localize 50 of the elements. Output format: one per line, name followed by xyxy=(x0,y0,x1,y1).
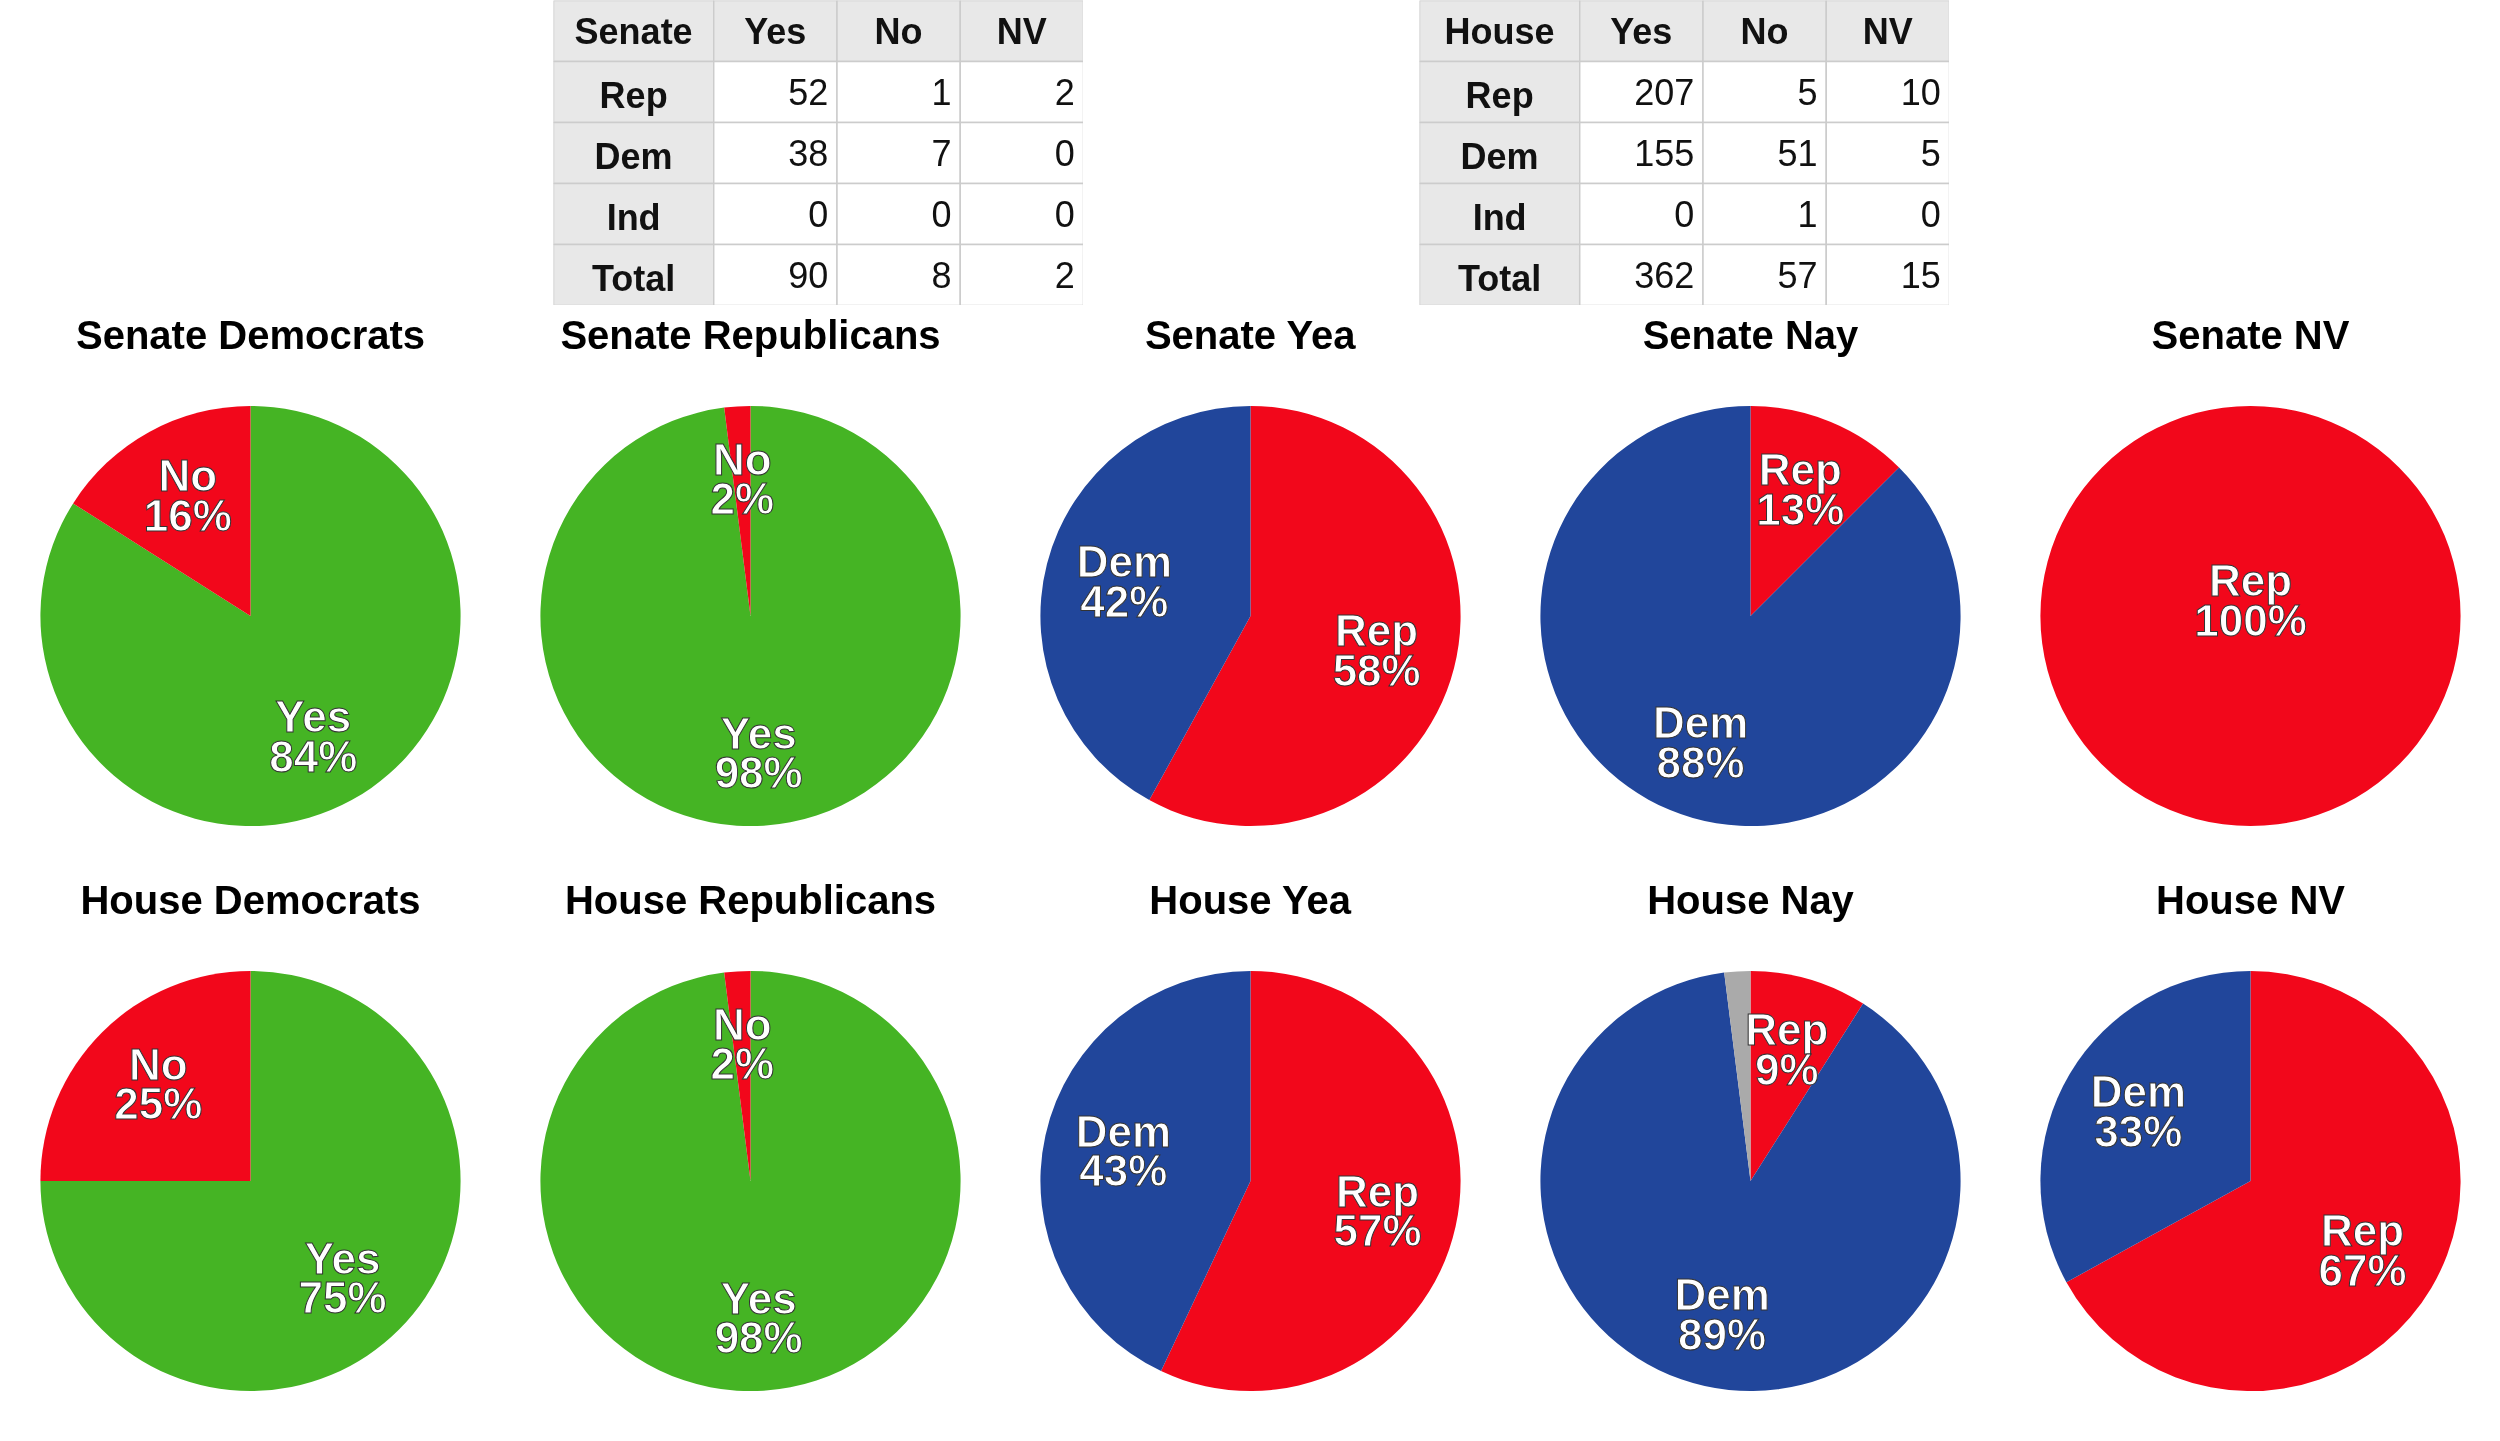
category-label: Rep xyxy=(1465,74,1534,116)
category-label: No xyxy=(1740,10,1789,52)
category-label: Total xyxy=(1457,257,1542,299)
chart-title: Senate Democrats xyxy=(75,312,426,357)
text: 51 xyxy=(1777,133,1818,174)
text: 2 xyxy=(1054,72,1075,113)
text: 52 xyxy=(788,72,829,113)
category-label: Ind xyxy=(1472,196,1527,238)
category-label: Rep xyxy=(599,74,668,116)
category-label: NV xyxy=(1862,10,1913,52)
category-label: Total xyxy=(591,257,676,299)
category-label: NV xyxy=(996,10,1047,52)
text: 57 xyxy=(1777,255,1818,296)
chart-title: Senate Republicans xyxy=(560,312,941,357)
text: Senate xyxy=(574,10,693,52)
chart-title: House NV xyxy=(2156,877,2346,922)
text: 0 xyxy=(1674,194,1695,235)
text: 362 xyxy=(1634,255,1695,296)
category-label: Ind xyxy=(606,196,661,238)
text: 207 xyxy=(1634,72,1695,113)
text: 38 xyxy=(788,133,829,174)
chart-title: House Yea xyxy=(1149,877,1352,922)
chart-title: Senate Nay xyxy=(1642,312,1860,357)
text: 0 xyxy=(1920,194,1941,235)
category-label: No xyxy=(874,10,923,52)
category-label: Yes xyxy=(744,10,807,52)
text: 90 xyxy=(788,255,829,296)
chart-title: House Republicans xyxy=(564,877,937,922)
text: 5 xyxy=(1920,133,1941,174)
text: 1 xyxy=(931,72,952,113)
text: 2 xyxy=(1054,255,1075,296)
text: 0 xyxy=(808,194,829,235)
text: 15 xyxy=(1900,255,1941,296)
chart-title: Senate Yea xyxy=(1144,312,1357,357)
text: 0 xyxy=(931,194,952,235)
chart-title: House Nay xyxy=(1647,877,1855,922)
chart-title: Senate NV xyxy=(2151,312,2350,357)
text: 1 xyxy=(1797,194,1818,235)
text: 8 xyxy=(931,255,952,296)
category-label: Yes xyxy=(1610,10,1673,52)
category-label: Dem xyxy=(594,135,673,177)
text: 155 xyxy=(1634,133,1695,174)
text: 7 xyxy=(931,133,952,174)
text: 5 xyxy=(1797,72,1818,113)
text: House xyxy=(1444,10,1555,52)
text: 0 xyxy=(1054,194,1075,235)
category-label: Dem xyxy=(1460,135,1539,177)
text: 0 xyxy=(1054,133,1075,174)
chart-title: House Democrats xyxy=(80,877,421,922)
text: 10 xyxy=(1900,72,1941,113)
